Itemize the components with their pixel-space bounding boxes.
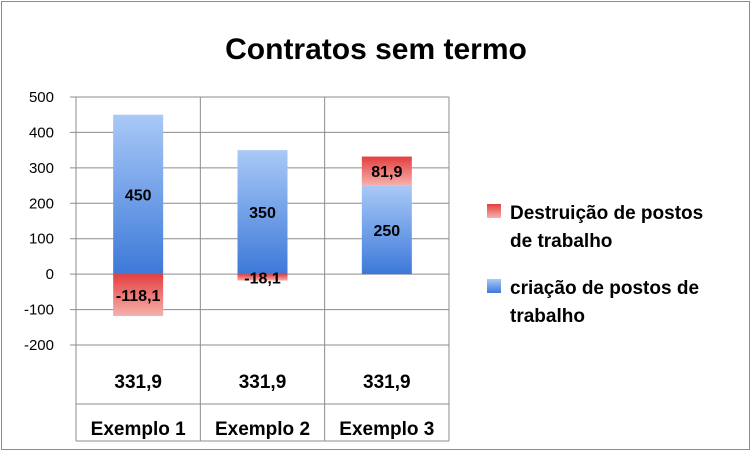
bar-criacao xyxy=(113,114,164,275)
legend-destruicao-swatch xyxy=(487,204,501,218)
data-label: 350 xyxy=(249,205,276,222)
legend-criacao-text: criação de postos de xyxy=(510,278,699,299)
y-tick-label: 100 xyxy=(29,231,54,248)
category-label: Exemplo 2 xyxy=(215,419,310,440)
y-tick-label: -200 xyxy=(24,337,54,354)
bar-destruicao xyxy=(113,274,164,316)
y-tick-label: 300 xyxy=(29,160,54,177)
legend-criacao-swatch xyxy=(487,279,501,293)
y-tick-label: 500 xyxy=(29,89,54,106)
chart-title: Contratos sem termo xyxy=(225,33,527,66)
legend-destruicao-text: Destruição de postos xyxy=(510,203,703,224)
legend-criacao-text: trabalho xyxy=(510,306,585,327)
data-label: 250 xyxy=(373,223,400,240)
legend-destruicao-text: de trabalho xyxy=(510,231,612,252)
table-value: 331,9 xyxy=(114,372,162,393)
bar-destruicao xyxy=(361,156,412,186)
data-label: -118,1 xyxy=(116,288,161,305)
data-label: 81,9 xyxy=(371,164,402,181)
bar-destruicao xyxy=(237,274,288,281)
table-value: 331,9 xyxy=(363,372,411,393)
data-label: -18,1 xyxy=(244,270,281,287)
y-tick-label: -100 xyxy=(24,302,54,319)
table-value: 331,9 xyxy=(239,372,287,393)
category-label: Exemplo 1 xyxy=(91,419,186,440)
bar-criacao xyxy=(237,150,288,275)
y-tick-label: 400 xyxy=(29,124,54,141)
y-tick-label: 200 xyxy=(29,195,54,212)
data-label: 450 xyxy=(125,187,152,204)
y-tick-label: 0 xyxy=(46,266,54,283)
bar-criacao xyxy=(361,185,412,275)
category-label: Exemplo 3 xyxy=(339,419,434,440)
